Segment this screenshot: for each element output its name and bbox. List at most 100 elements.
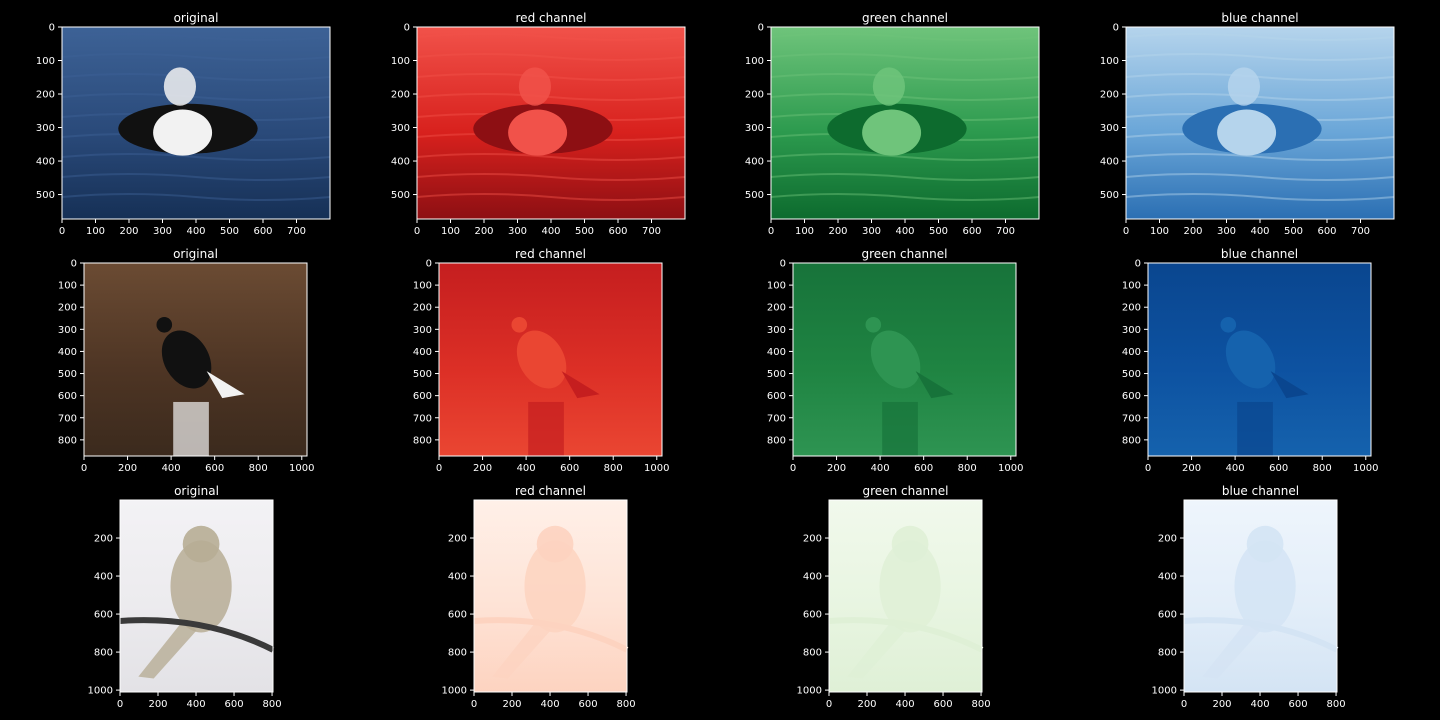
water-ripple: [770, 193, 1040, 201]
y-tick-label: 200: [767, 303, 786, 314]
hawk-body: [870, 330, 921, 389]
x-tick-label: 200: [857, 699, 876, 710]
y-tick-label: 200: [1122, 303, 1141, 314]
x-tick-label: 800: [1327, 699, 1346, 710]
panel-title: original: [173, 11, 219, 25]
wooden-post: [528, 401, 564, 456]
wooden-post: [1237, 401, 1273, 456]
x-tick-label: 200: [827, 463, 846, 474]
x-tick-label: 400: [895, 699, 914, 710]
panel-hawk-blue: blue channel 0 200 400 600 800 1000 0 100 200 300…: [1122, 247, 1379, 474]
panel-title: blue channel: [1221, 484, 1300, 498]
water-ripple: [1125, 33, 1395, 41]
y-tick-label: 100: [58, 281, 77, 292]
y-tick-label: 1000: [442, 686, 467, 697]
x-tick-label: 200: [1183, 226, 1202, 237]
y-tick-label: 300: [413, 325, 432, 336]
x-tick-label: 0: [59, 226, 65, 237]
x-tick-label: 300: [1217, 226, 1236, 237]
finch-head: [891, 525, 929, 563]
panel-hawk-original: original 0 200 400 600 800 1000 0 100 200 300 400 5…: [58, 247, 315, 474]
y-tick-label: 700: [413, 413, 432, 424]
y-tick-label: 400: [413, 347, 432, 358]
water-ripple: [61, 193, 331, 201]
y-tick-label: 500: [58, 369, 77, 380]
y-tick-label: 300: [36, 123, 55, 134]
x-tick-label: 400: [1250, 699, 1269, 710]
x-tick-label: 0: [790, 463, 796, 474]
y-tick-label: 500: [36, 190, 55, 201]
x-tick-label: 800: [958, 463, 977, 474]
panel-finch-red: red channel 0 200 400 600 800 200 400 600 800 100…: [442, 484, 636, 710]
panel-duck-original: original 0 100 200 300 400 500 600 700 0 100 200 30…: [36, 11, 331, 237]
x-tick-label: 600: [560, 463, 579, 474]
duck-head: [872, 67, 905, 106]
panel-title: blue channel: [1220, 247, 1299, 261]
y-tick-label: 100: [745, 56, 764, 67]
water-ripple: [770, 173, 1040, 181]
x-tick-label: 700: [287, 226, 306, 237]
y-tick-label: 300: [745, 123, 764, 134]
wooden-post: [173, 401, 209, 456]
x-tick-label: 400: [1250, 226, 1269, 237]
x-tick-label: 200: [828, 226, 847, 237]
x-tick-label: 700: [1351, 226, 1370, 237]
panel-duck-red: red channel 0 100 200 300 400 500 600 700 0 100 20…: [391, 11, 686, 237]
panel-title: original: [173, 247, 218, 261]
water-ripple: [1125, 193, 1395, 201]
axes-frame: [792, 262, 1017, 457]
y-tick-label: 500: [1122, 369, 1141, 380]
y-tick-label: 300: [1100, 123, 1119, 134]
image-plot: 0 100 200 300 400 500 600 700 0 100 200 300 400 500: [1100, 23, 1395, 237]
x-tick-label: 200: [502, 699, 521, 710]
panel-duck-green: green channel 0 100 200 300 400 500 600 700 0 100…: [745, 11, 1040, 237]
hawk-body: [1225, 330, 1276, 389]
x-tick-label: 500: [220, 226, 239, 237]
y-tick-label: 100: [391, 56, 410, 67]
hawk-tail: [1270, 371, 1309, 399]
y-tick-label: 400: [391, 157, 410, 168]
x-tick-label: 0: [471, 699, 477, 710]
y-tick-label: 1000: [88, 686, 113, 697]
duck-chest: [508, 109, 568, 156]
finch-body: [1234, 540, 1296, 633]
y-tick-label: 100: [36, 56, 55, 67]
panel-title: red channel: [515, 11, 587, 25]
image-plot: 0 200 400 600 800 1000 0 100 200 300 400 500 600 700 8…: [413, 259, 670, 475]
duck-head: [518, 67, 551, 106]
y-tick-label: 200: [58, 303, 77, 314]
water-ripple: [416, 73, 686, 81]
image-plot: 0 200 400 600 800 1000 0 100 200 300 400 500 600 700 8…: [767, 259, 1024, 475]
wooden-post: [882, 401, 918, 456]
water-ripple: [416, 93, 686, 101]
water-ripple: [1125, 53, 1395, 61]
y-tick-label: 600: [413, 391, 432, 402]
x-tick-label: 800: [972, 699, 991, 710]
y-tick-label: 800: [767, 435, 786, 446]
water-ripple: [416, 173, 686, 181]
water-ripple: [416, 53, 686, 61]
x-tick-label: 400: [895, 226, 914, 237]
perch-wire: [119, 617, 275, 653]
hawk-head: [865, 316, 882, 333]
image-plot: 0 200 400 600 800 200 400 600 800 1000: [88, 499, 282, 710]
x-tick-label: 800: [263, 699, 282, 710]
y-tick-label: 500: [745, 190, 764, 201]
y-tick-label: 800: [1122, 435, 1141, 446]
x-tick-label: 800: [604, 463, 623, 474]
x-tick-label: 1000: [998, 463, 1023, 474]
y-tick-label: 0: [758, 23, 764, 34]
water-ripple: [61, 73, 331, 81]
perch-wire: [473, 617, 629, 653]
y-tick-label: 400: [803, 572, 822, 583]
y-tick-label: 200: [413, 303, 432, 314]
hawk-head: [511, 316, 528, 333]
x-tick-label: 400: [540, 699, 559, 710]
water-ripple: [416, 193, 686, 201]
panel-title: red channel: [515, 484, 586, 498]
y-tick-label: 0: [1113, 23, 1119, 34]
finch-head: [536, 525, 574, 563]
y-tick-label: 800: [58, 435, 77, 446]
x-tick-label: 100: [795, 226, 814, 237]
finch-body: [170, 540, 232, 633]
